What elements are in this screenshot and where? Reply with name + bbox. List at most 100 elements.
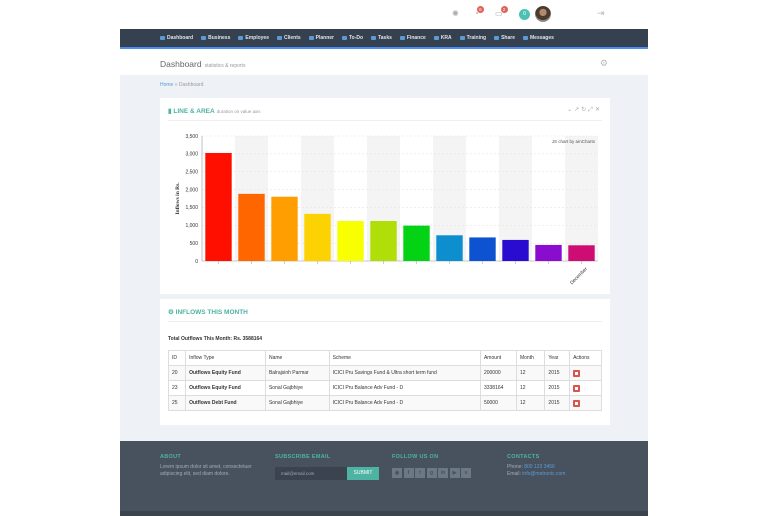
fullscreen-icon[interactable]: ⤢ [588,107,595,113]
bar-july [403,225,430,261]
nav-item-share[interactable]: Share [494,35,515,41]
table-cell: 12 [515,380,546,396]
collapse-icon[interactable]: ⌄ [567,107,575,113]
footer-contacts-title: CONTACTS [507,454,540,460]
inbox-icon[interactable]: ▭ 2 [495,6,508,18]
table-cell: 200000 [479,365,517,381]
column-header: Amount [479,350,517,366]
nav-item-tasks[interactable]: Tasks [371,35,392,41]
page-header: Dashboard statistics & reports ⚙ [120,51,648,75]
notification-bell-icon[interactable]: ◔ 6 [474,6,484,18]
user-status-badge[interactable]: 0 [519,9,530,20]
x-tick-label: December [569,266,589,286]
table-row: 20 Outflows Equity Fund Balrajsinh Parmar I… [167,365,602,381]
nav-item-finance[interactable]: Finance [399,35,426,41]
breadcrumb-current: Dashboard [178,82,204,88]
subscribe-email-input[interactable]: mail@email.com [275,467,347,480]
subscribe-submit-button[interactable]: SUBMIT [347,467,379,480]
column-header: Year [544,350,571,366]
y-tick-label: 0 [195,259,198,265]
nav-item-training[interactable]: Training [459,35,487,41]
nav-icon [399,36,405,40]
bar-september [469,237,496,261]
nav-icon [201,36,207,40]
footer-about-title: ABOUT [160,454,182,460]
chart-portlet-caption: duration on value axis [216,109,261,114]
nav-label: Tasks [378,35,392,41]
theme-settings-icon[interactable]: ⚙ [599,58,608,68]
column-header: Scheme [328,350,481,366]
googleplus-icon[interactable]: g [426,468,437,478]
chart-band [565,136,598,261]
bar-june [370,221,397,261]
table-cell: Balrajsinh Parmar [264,365,330,381]
nav-icon [494,36,500,40]
breadcrumb-home[interactable]: Home [160,82,174,88]
nav-icon [523,36,528,40]
phone-link[interactable]: 800 123 3456 [524,464,555,470]
nav-label: Finance [406,35,426,41]
nav-icon [276,36,282,40]
inflows-table: ID Inflow Type Name Scheme Amount Month Year Ac… [167,350,602,411]
bar-january [205,152,232,261]
notification-badge: 6 [476,6,484,13]
inflows-portlet: ⚙ INFLOWS THIS MONTH Total Outflows This… [160,299,610,425]
nav-item-kra[interactable]: KRA [433,35,452,41]
nav-item-clients[interactable]: Clients [276,35,301,41]
bar-may [337,221,364,261]
chart-portlet: ▮ LINE & AREA duration on value axis ⌄↗↻⤢… [160,98,610,294]
chart-credit[interactable]: JS chart by amCharts [551,139,595,144]
page-title: Dashboard statistics & reports [160,59,246,69]
facebook-icon[interactable]: f [403,468,414,478]
table-cell: 3338164 [479,380,517,396]
nav-item-dashboard[interactable]: Dashboard [160,35,193,41]
footer-follow-title: FOLLOW US ON [392,454,439,460]
nav-icon [238,36,244,40]
close-icon[interactable]: ✕ [594,107,602,113]
breadcrumb: Home » Dashboard [160,82,203,88]
total-outflows: Total Outflows This Month: Rs. 3588164 [168,336,263,342]
footer-subscribe-title: SUBSCRIBE EMAIL [275,454,331,460]
nav-icon [160,36,165,40]
nav-item-planner[interactable]: Planner [308,35,334,41]
delete-icon[interactable] [573,399,581,407]
table-cell: 23 [167,380,187,396]
reload-icon[interactable]: ↻ [581,107,589,113]
delete-icon[interactable] [573,369,581,377]
email-link[interactable]: info@metronic.com [522,471,566,477]
nav-label: Employee [245,35,269,41]
youtube-icon[interactable]: ▶ [449,468,460,478]
nav-item-business[interactable]: Business [201,35,230,41]
nav-item-messages[interactable]: Messages [523,35,554,41]
table-cell: Outflows Debt Fund [185,395,266,411]
breadcrumb-separator: » [174,82,178,88]
nav-label: Training [466,35,487,41]
nav-label: Share [501,35,515,41]
social-icons: ◉ f t g in ▶ v [392,468,471,478]
footer-phone: Phone: 800 123 3456 [507,464,555,470]
nav-item-to-do[interactable]: To-Do [342,35,363,41]
nav-label: Messages [530,35,554,41]
vimeo-icon[interactable]: v [461,468,471,478]
table-cell: 2015 [544,365,571,381]
y-tick-label: 2,000 [185,187,198,193]
avatar[interactable] [535,6,551,22]
top-bar: ✺ ◔ 6 ▭ 2 0 ⇥ [0,0,770,29]
twitter-icon[interactable]: t [415,468,425,478]
config-icon[interactable]: ↗ [574,107,582,113]
linkedin-icon[interactable]: in [438,468,448,478]
rss-icon[interactable]: ◉ [392,468,402,478]
y-tick-label: 1,000 [185,223,198,229]
table-cell: ICICI Pru Balance Adv Fund - D [328,395,481,411]
bar-october [502,239,529,261]
nav-icon [342,36,347,40]
logout-icon[interactable]: ⇥ [597,8,605,18]
inflows-portlet-title: ⚙ INFLOWS THIS MONTH [168,309,248,316]
y-axis-label: Inflows in Rs. [175,182,181,215]
settings-gear-icon[interactable]: ✺ [452,9,459,18]
delete-icon[interactable] [573,384,581,392]
table-cell: ICICI Pru Balance Adv Fund - D [328,380,481,396]
nav-item-employee[interactable]: Employee [238,35,269,41]
page-subtitle: statistics & reports [204,63,246,69]
column-header: Month [515,350,546,366]
